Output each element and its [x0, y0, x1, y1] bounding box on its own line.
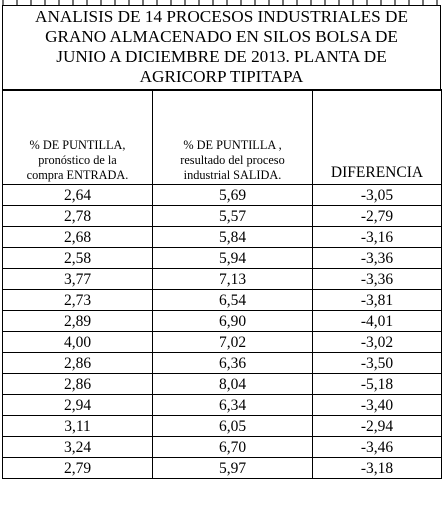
cell-entrada: 2,86	[2, 352, 153, 374]
cell-salida: 5,69	[152, 184, 313, 206]
table-row: 2,89 6,90 -4,01	[2, 310, 442, 332]
cell-entrada: 4,00	[2, 331, 153, 353]
cell-diferencia: -2,94	[312, 415, 442, 437]
table-row: 4,00 7,02 -3,02	[2, 331, 442, 353]
cell-entrada: 2,94	[2, 394, 153, 416]
cell-diferencia: -3,40	[312, 394, 442, 416]
header-row: % DE PUNTILLA, pronóstico de la compra E…	[2, 89, 442, 185]
cell-entrada: 3,77	[2, 268, 153, 290]
table-row: 2,79 5,97 -3,18	[2, 457, 442, 479]
cell-salida: 6,36	[152, 352, 313, 374]
cell-salida: 8,04	[152, 373, 313, 395]
table-row: 3,24 6,70 -3,46	[2, 436, 442, 458]
cell-salida: 6,05	[152, 415, 313, 437]
cell-diferencia: -4,01	[312, 310, 442, 332]
cell-entrada: 2,73	[2, 289, 153, 311]
cell-entrada: 3,11	[2, 415, 153, 437]
cell-salida: 6,34	[152, 394, 313, 416]
cell-salida: 5,84	[152, 226, 313, 248]
cell-entrada: 2,86	[2, 373, 153, 395]
header-line: resultado del proceso	[180, 153, 285, 167]
cell-diferencia: -2,79	[312, 205, 442, 227]
cell-diferencia: -3,81	[312, 289, 442, 311]
title-box: ANALISIS DE 14 PROCESOS INDUSTRIALES DE …	[2, 5, 441, 91]
puntilla-table: % DE PUNTILLA, pronóstico de la compra E…	[2, 89, 442, 479]
table-row: 2,64 5,69 -3,05	[2, 184, 442, 206]
table-body: 2,64 5,69 -3,05 2,78 5,57 -2,79 2,68 5,84 -3,16 2…	[2, 184, 442, 479]
cell-diferencia: -3,02	[312, 331, 442, 353]
table-row: 2,86 6,36 -3,50	[2, 352, 442, 374]
cell-diferencia: -3,18	[312, 457, 442, 479]
cell-salida: 5,94	[152, 247, 313, 269]
table-row: 2,94 6,34 -3,40	[2, 394, 442, 416]
cell-salida: 6,54	[152, 289, 313, 311]
cell-entrada: 3,24	[2, 436, 153, 458]
cell-diferencia: -3,46	[312, 436, 442, 458]
table-row: 2,86 8,04 -5,18	[2, 373, 442, 395]
cell-entrada: 2,64	[2, 184, 153, 206]
cell-diferencia: -3,50	[312, 352, 442, 374]
cell-diferencia: -3,05	[312, 184, 442, 206]
header-salida: % DE PUNTILLA , resultado del proceso in…	[152, 89, 313, 185]
cell-salida: 5,57	[152, 205, 313, 227]
cell-entrada: 2,78	[2, 205, 153, 227]
cell-diferencia: -5,18	[312, 373, 442, 395]
header-line: pronóstico de la	[38, 153, 117, 167]
table-row: 3,11 6,05 -2,94	[2, 415, 442, 437]
cell-diferencia: -3,36	[312, 247, 442, 269]
title-line: AGRICORP TIPITAPA	[139, 67, 304, 86]
cell-entrada: 2,58	[2, 247, 153, 269]
table-row: 2,68 5,84 -3,16	[2, 226, 442, 248]
cell-salida: 6,70	[152, 436, 313, 458]
table-row: 2,78 5,57 -2,79	[2, 205, 442, 227]
header-line: industrial SALIDA.	[183, 168, 282, 182]
title-line: ANALISIS DE 14 PROCESOS INDUSTRIALES DE	[35, 7, 408, 26]
table-row: 3,77 7,13 -3,36	[2, 268, 442, 290]
cell-salida: 6,90	[152, 310, 313, 332]
cell-entrada: 2,79	[2, 457, 153, 479]
title-line: GRANO ALMACENADO EN SILOS BOLSA DE	[45, 27, 398, 46]
header-line: compra ENTRADA.	[26, 168, 129, 182]
table-row: 2,58 5,94 -3,36	[2, 247, 442, 269]
title-line: JUNIO A DICIEMBRE DE 2013. PLANTA DE	[56, 47, 387, 66]
table-title: ANALISIS DE 14 PROCESOS INDUSTRIALES DE …	[3, 7, 440, 87]
cell-entrada: 2,68	[2, 226, 153, 248]
header-entrada: % DE PUNTILLA, pronóstico de la compra E…	[2, 89, 153, 185]
header-line: % DE PUNTILLA ,	[183, 138, 282, 152]
table-row: 2,73 6,54 -3,81	[2, 289, 442, 311]
cell-diferencia: -3,36	[312, 268, 442, 290]
cell-diferencia: -3,16	[312, 226, 442, 248]
cell-salida: 7,02	[152, 331, 313, 353]
cell-salida: 7,13	[152, 268, 313, 290]
cell-salida: 5,97	[152, 457, 313, 479]
cut-off-top-row	[2, 0, 441, 5]
header-diferencia: DIFERENCIA	[312, 89, 442, 185]
header-line: % DE PUNTILLA,	[29, 138, 126, 152]
cell-entrada: 2,89	[2, 310, 153, 332]
